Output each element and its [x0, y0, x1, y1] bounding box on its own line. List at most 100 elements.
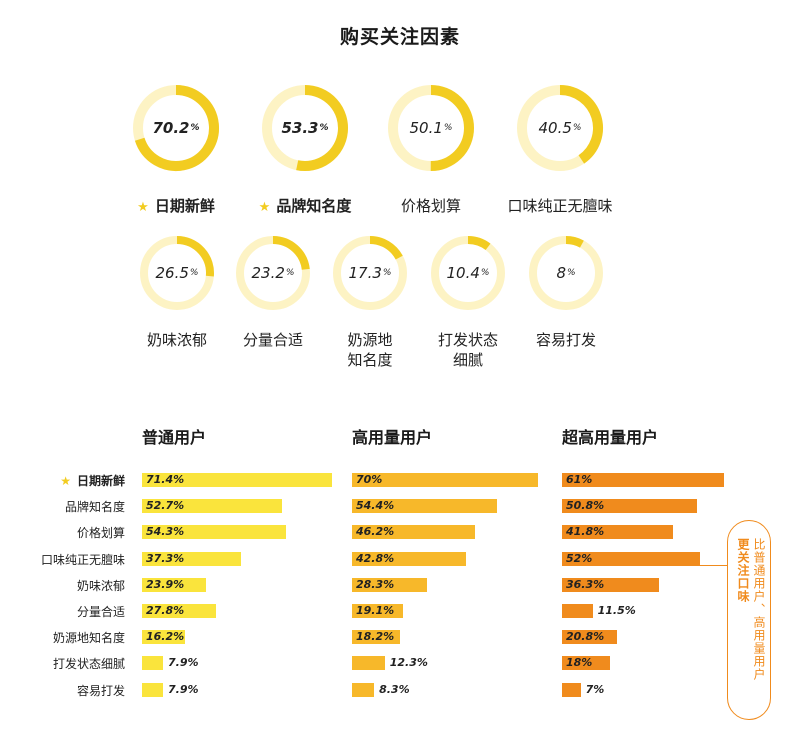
donut-svg — [529, 236, 603, 310]
donut-value-unit: % — [480, 268, 490, 278]
donut-arc — [369, 236, 403, 260]
donut-label-text: 容易打发 — [535, 331, 596, 349]
donut-label: ★ 日期新鲜 — [116, 196, 236, 218]
donut-label-text: 日期新鲜 — [154, 197, 215, 215]
donut-label-text: 细腻 — [452, 351, 483, 369]
donut-svg — [236, 236, 310, 310]
bar — [562, 577, 659, 592]
bar-value-label: 37.3% — [146, 551, 185, 565]
bar — [142, 551, 242, 566]
bar — [142, 604, 216, 618]
donut-value-unit: % — [382, 268, 392, 278]
donut-value-number: 10.4 — [446, 264, 480, 282]
donut-label-text: 奶源地 — [347, 331, 393, 349]
bar-value-label: 70% — [356, 473, 383, 486]
series-title: 普通用户 — [142, 428, 207, 447]
donut-4: 40.5% — [517, 85, 603, 171]
donut-arc — [467, 236, 491, 251]
callout-box — [727, 520, 771, 720]
donut-9: 8% — [529, 236, 603, 310]
donut-value-unit: % — [572, 123, 582, 133]
callout-main-text: 更关注口味 — [736, 538, 750, 603]
bar-value-label: 61% — [566, 473, 593, 486]
category-label-text: 容易打发 — [76, 683, 125, 698]
donut-3: 50.1% — [388, 85, 474, 171]
donut-value: 26.5% — [140, 236, 214, 310]
bar — [142, 682, 164, 697]
bar — [562, 473, 725, 487]
donut-8: 10.4% — [431, 236, 505, 310]
donut-value-unit: % — [190, 123, 200, 133]
donut-value-number: 50.1 — [409, 119, 443, 137]
bar-value-label: 52% — [566, 551, 593, 565]
bar-value-label: 50.8% — [566, 499, 605, 513]
bar-value-label: 18% — [566, 656, 593, 670]
donut-value: 8% — [529, 236, 603, 310]
bar-value-label: 71.4% — [146, 473, 185, 486]
donut-label-text: 奶味浓郁 — [146, 331, 207, 349]
donut-value: 53.3% — [262, 85, 348, 171]
donut-value-number: 70.2 — [152, 119, 190, 137]
category-label-text: 价格划算 — [76, 526, 125, 541]
bar-value-label: 7.9% — [168, 656, 199, 670]
bar-value-label: 41.8% — [566, 525, 605, 539]
bar — [352, 499, 497, 514]
callout-connector — [697, 565, 727, 566]
donut-value: 40.5% — [517, 85, 603, 171]
category-label-text: 分量合适 — [76, 605, 125, 619]
star-icon: ★ — [258, 200, 271, 215]
bar — [562, 551, 701, 566]
donut-arc — [559, 85, 603, 164]
donut-1: 70.2% — [133, 85, 219, 171]
donut-value-number: 23.2 — [251, 264, 285, 282]
donut-svg — [133, 85, 219, 171]
donut-value-number: 17.3 — [348, 264, 382, 282]
bar — [562, 630, 618, 645]
donut-label-text: 知名度 — [347, 351, 393, 369]
category-label: ★ 日期新鲜 — [60, 472, 125, 489]
bar-value-label: 46.2% — [356, 525, 395, 539]
donut-value-unit: % — [319, 123, 329, 133]
bar-value-label: 27.8% — [146, 604, 185, 617]
donut-value-number: 40.5 — [538, 119, 572, 137]
donut-arc — [296, 85, 348, 171]
bar — [352, 551, 466, 566]
category-label-text: 品牌知名度 — [64, 500, 125, 515]
bar — [142, 577, 206, 592]
donut-value-unit: % — [189, 268, 199, 278]
category-label-text: 奶味浓郁 — [76, 578, 125, 593]
donut-arc — [176, 236, 214, 277]
bar — [352, 525, 475, 540]
donut-svg — [262, 85, 348, 171]
category-label-text: 口味纯正无膻味 — [40, 552, 125, 567]
donut-label: 口味纯正无膻味 — [500, 196, 620, 216]
bar-value-label: 28.3% — [356, 577, 395, 591]
bar-value-label: 7% — [585, 682, 605, 696]
bar-value-label: 12.3% — [389, 656, 428, 670]
bar-value-label: 11.5% — [597, 604, 636, 617]
donut-value: 10.4% — [431, 236, 505, 310]
star-icon: ★ — [137, 200, 149, 215]
donut-svg — [388, 85, 474, 171]
donut-label-text: 分量合适 — [242, 331, 303, 349]
donut-label: 奶源地 知名度 — [310, 330, 430, 370]
bar — [562, 656, 610, 671]
bar-value-label: 36.3% — [566, 577, 605, 591]
donut-label-text: 打发状态 — [437, 331, 498, 349]
donut-value: 17.3% — [333, 236, 407, 310]
donut-label-text: 价格划算 — [400, 197, 461, 215]
donut-value-unit: % — [566, 268, 576, 278]
bar-value-label: 52.7% — [146, 499, 185, 513]
category-label: 品牌知名度 — [65, 498, 125, 515]
donut-arc — [565, 236, 584, 248]
bar — [352, 577, 428, 592]
bar-value-label: 54.4% — [356, 499, 395, 513]
donut-value-unit: % — [443, 123, 453, 133]
donut-arc — [430, 85, 474, 171]
category-label: 口味纯正无膻味 — [41, 551, 125, 568]
donut-label: 容易打发 — [506, 330, 626, 350]
bar — [142, 630, 186, 645]
category-label: 价格划算 — [77, 524, 125, 541]
category-label: 分量合适 — [77, 603, 125, 620]
donut-value: 23.2% — [236, 236, 310, 310]
